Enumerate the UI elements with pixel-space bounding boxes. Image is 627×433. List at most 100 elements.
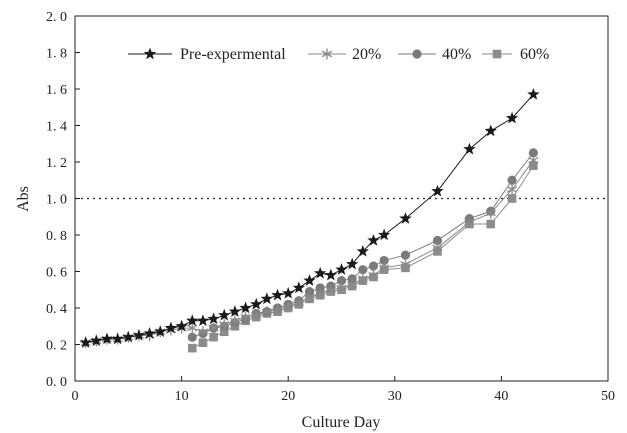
legend-label: Pre-expermental	[180, 46, 286, 63]
data-point	[111, 332, 124, 345]
data-point	[356, 244, 369, 257]
data-point	[186, 314, 199, 327]
legend-marker	[492, 49, 502, 59]
data-point	[250, 297, 263, 310]
data-point	[315, 287, 326, 299]
data-point	[367, 233, 380, 246]
data-point	[345, 257, 359, 270]
data-point	[272, 304, 283, 316]
data-point	[282, 286, 295, 299]
data-point	[240, 311, 251, 323]
y-tick-label: 1. 8	[46, 47, 67, 62]
data-point	[219, 318, 230, 330]
data-point	[303, 274, 316, 286]
data-point	[432, 242, 443, 254]
y-tick-label: 0. 2	[46, 339, 67, 354]
data-point	[527, 87, 540, 100]
legend-marker	[321, 48, 333, 60]
data-point	[484, 124, 497, 137]
series-0	[79, 87, 540, 348]
data-point	[197, 326, 209, 338]
data-point	[187, 322, 198, 334]
series-group	[79, 87, 540, 353]
axis-ticks: 0 10 20 30 40 50 0. 0 0. 2 0. 4 0. 6 0. 8 1. 0 1. 2 1…	[46, 10, 615, 404]
data-point	[283, 300, 294, 312]
data-point	[208, 322, 219, 334]
data-point	[432, 235, 443, 246]
y-tick-label: 0. 8	[46, 229, 67, 244]
y-tick-label: 1. 6	[46, 83, 67, 98]
data-point	[528, 148, 538, 158]
data-point	[187, 332, 197, 342]
data-point	[431, 184, 444, 197]
data-point	[229, 315, 240, 327]
legend-marker	[412, 49, 422, 59]
y-axis-title: Abs	[15, 186, 32, 212]
data-point	[400, 258, 411, 270]
data-point	[260, 292, 274, 305]
data-point	[325, 284, 336, 296]
data-point	[261, 306, 272, 318]
data-point	[507, 194, 517, 203]
data-point	[314, 266, 327, 279]
data-point	[292, 281, 306, 294]
data-point	[228, 305, 242, 317]
data-point	[271, 288, 284, 301]
legend-entry: 20%	[308, 46, 381, 63]
data-point	[251, 309, 262, 321]
data-point	[218, 308, 231, 321]
data-point	[293, 297, 304, 309]
y-tick-label: 0. 6	[46, 266, 67, 281]
y-tick-label: 0. 0	[46, 375, 67, 390]
data-point	[463, 142, 476, 155]
data-point	[357, 273, 368, 285]
x-tick-label: 20	[281, 389, 295, 404]
data-point	[90, 334, 103, 347]
data-point	[336, 276, 347, 286]
data-point	[122, 330, 135, 343]
data-point	[175, 319, 188, 332]
legend-label: 20%	[352, 46, 381, 63]
data-point	[336, 282, 347, 294]
data-point	[368, 269, 379, 281]
data-point	[486, 219, 496, 229]
data-point	[379, 262, 390, 274]
x-axis-title: Culture Day	[302, 414, 381, 431]
data-point	[347, 278, 358, 290]
data-point	[324, 268, 338, 281]
data-point	[132, 328, 146, 341]
data-point	[485, 207, 496, 219]
data-point	[358, 265, 368, 275]
data-point	[400, 250, 411, 260]
x-tick-label: 30	[388, 389, 402, 404]
series-1	[80, 154, 539, 349]
data-point	[335, 263, 348, 275]
data-point	[506, 183, 518, 195]
data-point	[379, 255, 389, 266]
legend-entry: 40%	[398, 46, 471, 63]
legend-label: 60%	[520, 46, 549, 63]
data-point	[239, 301, 252, 314]
legend-entry: Pre-expermental	[128, 46, 286, 63]
data-point	[164, 321, 178, 334]
data-point	[100, 332, 114, 345]
data-point	[143, 327, 156, 339]
x-tick-label: 0	[72, 389, 79, 404]
data-point	[79, 336, 92, 348]
data-point	[196, 314, 210, 327]
data-point	[187, 343, 197, 353]
x-tick-label: 50	[601, 389, 615, 404]
x-tick-label: 40	[494, 389, 508, 404]
data-point	[505, 111, 519, 124]
data-point	[154, 325, 167, 337]
x-tick-label: 10	[175, 389, 189, 404]
y-tick-label: 2. 0	[46, 10, 67, 25]
series-3	[187, 161, 538, 353]
data-point	[304, 291, 315, 303]
data-point	[368, 261, 379, 271]
legend-marker	[143, 47, 157, 60]
data-point	[507, 175, 517, 185]
legend: Pre-expermental 20% 40% 60%	[128, 46, 549, 63]
legend-label: 40%	[442, 46, 471, 63]
